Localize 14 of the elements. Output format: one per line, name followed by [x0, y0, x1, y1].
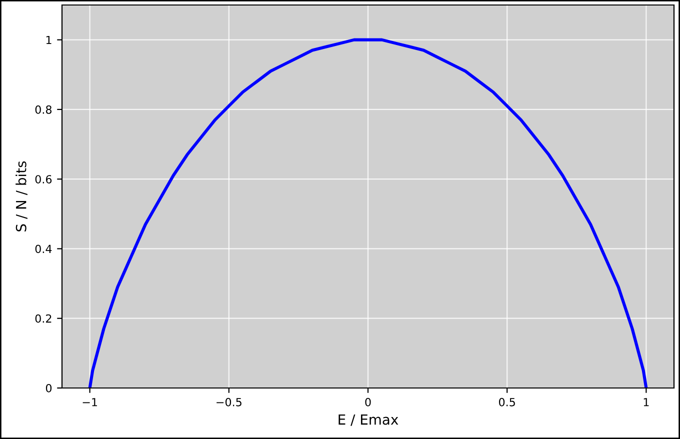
- y-tick-label: 0.2: [35, 314, 52, 323]
- x-tick-label: −0.5: [216, 398, 242, 406]
- line-series: [88, 38, 648, 388]
- y-tick-label: 0.4: [35, 244, 52, 254]
- y-tick-label: 0: [46, 384, 52, 392]
- x-tick-label: 0.5: [498, 398, 515, 406]
- y-tick-label: 0.6: [35, 175, 52, 184]
- x-tick-label: 0: [365, 398, 371, 406]
- x-axis-title: E / Emax: [338, 414, 398, 426]
- x-tick-label: 1: [644, 398, 649, 406]
- x-tick-label: −1: [82, 398, 97, 406]
- y-tick-label: 0.8: [35, 105, 52, 114]
- y-tick-label: 1: [46, 36, 52, 44]
- y-axis-title: S / N / bits: [16, 161, 28, 232]
